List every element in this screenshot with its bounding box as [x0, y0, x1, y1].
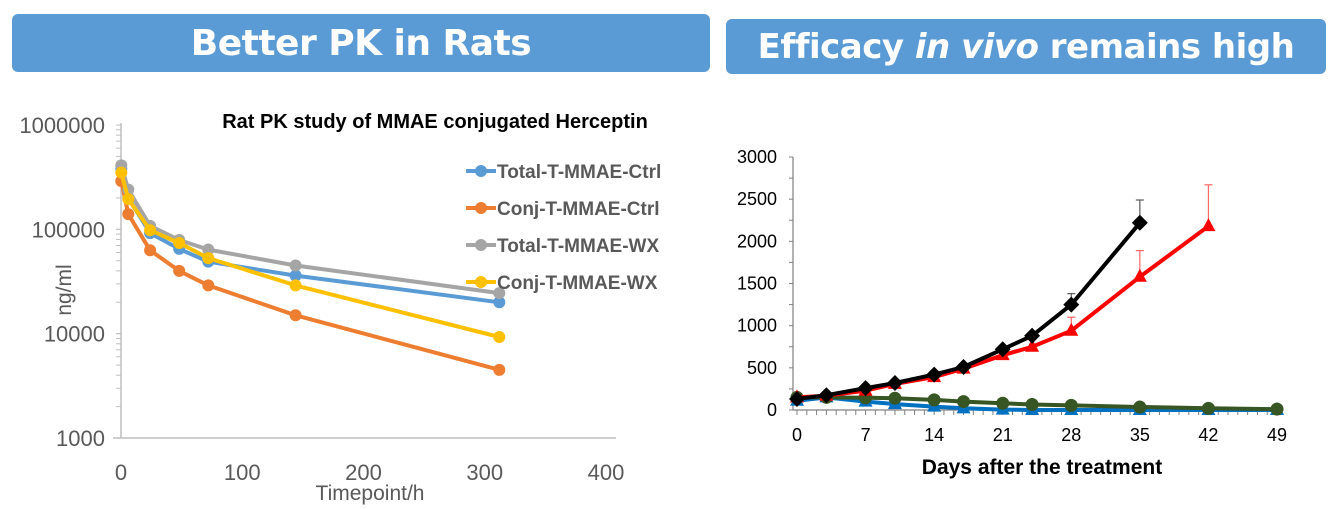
data-point-Total-T-MMAE-Ctrl — [289, 269, 302, 282]
y-tick-label: 2000 — [737, 231, 777, 251]
data-point-Conj-T-MMAE-WX — [122, 193, 135, 206]
data-point-black-diamond — [1063, 296, 1080, 313]
x-tick-label: 14 — [924, 425, 944, 445]
banner-right-italic: in vivo — [914, 26, 1039, 67]
data-point-green-circle — [957, 395, 971, 409]
data-point-Conj-T-MMAE-Ctrl — [122, 208, 135, 221]
data-point-black-diamond — [857, 380, 874, 397]
data-point-black-diamond — [886, 375, 903, 392]
data-point-black-diamond — [955, 358, 972, 375]
y-tick-label: 100000 — [32, 217, 105, 242]
legend-marker-Conj-T-MMAE-WX — [475, 276, 487, 288]
x-tick-label: 49 — [1267, 425, 1287, 445]
data-point-red-triangle — [1132, 268, 1147, 282]
legend-marker-Conj-T-MMAE-Ctrl — [475, 202, 487, 214]
legend-label: Conj-T-MMAE-Ctrl — [497, 199, 660, 220]
y-tick-label: 10000 — [44, 322, 105, 347]
data-point-green-circle — [996, 396, 1010, 410]
data-point-Conj-T-MMAE-Ctrl — [202, 279, 215, 292]
x-tick-label: 21 — [993, 425, 1013, 445]
series-line-red-triangle — [796, 224, 1210, 400]
data-point-black-diamond — [818, 387, 835, 404]
legend-marker-Total-T-MMAE-Ctrl — [475, 165, 487, 177]
banner-efficacy: Efficacy in vivo remains high — [726, 19, 1326, 74]
data-point-Conj-T-MMAE-WX — [115, 166, 128, 179]
data-point-green-circle — [927, 393, 941, 407]
data-point-green-circle — [1201, 401, 1215, 415]
y-tick-label: 0 — [767, 400, 777, 420]
y-tick-label: 1000 — [737, 316, 777, 336]
x-axis-label: Timepoint/h — [316, 482, 425, 505]
data-point-black-diamond — [994, 341, 1011, 358]
data-point-red-triangle — [1064, 322, 1079, 336]
x-tick-label: 35 — [1130, 425, 1150, 445]
data-point-Total-T-MMAE-WX — [493, 287, 506, 300]
series-line-black-diamond — [796, 221, 1142, 401]
data-point-Total-T-MMAE-WX — [202, 243, 215, 256]
y-tick-label: 1000000 — [19, 113, 105, 138]
y-axis-label: ng/ml — [53, 264, 76, 315]
legend-label: Total-T-MMAE-WX — [497, 236, 659, 257]
legend-label: Conj-T-MMAE-WX — [497, 273, 658, 294]
data-point-Conj-T-MMAE-WX — [493, 330, 506, 343]
data-point-Conj-T-MMAE-Ctrl — [173, 264, 186, 277]
pk-chart: 1000 10000 100000 1000000 0 100 200 300 400 Timep… — [19, 111, 661, 505]
data-point-Conj-T-MMAE-WX — [144, 224, 157, 237]
data-point-Total-T-MMAE-WX — [289, 259, 302, 272]
data-point-Conj-T-MMAE-Ctrl — [289, 309, 302, 322]
data-point-green-circle — [1064, 398, 1078, 412]
series-line-blue-triangle — [796, 395, 1277, 412]
y-tick-label: 1500 — [737, 274, 777, 294]
chart-title: Rat PK study of MMAE conjugated Hercepti… — [222, 111, 648, 133]
data-point-Conj-T-MMAE-WX — [173, 236, 186, 249]
data-point-Conj-T-MMAE-Ctrl — [493, 363, 506, 376]
data-point-Conj-T-MMAE-Ctrl — [144, 244, 157, 257]
x-tick-label: 100 — [224, 460, 261, 485]
data-point-black-diamond — [926, 366, 943, 383]
data-point-Conj-T-MMAE-WX — [202, 252, 215, 265]
data-point-black-diamond — [789, 391, 805, 408]
data-point-green-circle — [888, 391, 902, 405]
x-tick-label: 0 — [115, 460, 127, 485]
x-tick-label: 28 — [1061, 425, 1081, 445]
data-point-green-circle — [1133, 400, 1147, 414]
x-tick-label: 300 — [466, 460, 503, 485]
legend-label: Total-T-MMAE-Ctrl — [497, 162, 661, 183]
x-axis-label: Days after the treatment — [922, 456, 1162, 479]
data-point-black-diamond — [1131, 214, 1148, 231]
x-tick-label: 200 — [345, 460, 382, 485]
x-tick-label: 0 — [792, 425, 802, 445]
y-tick-label: 500 — [747, 358, 777, 378]
banner-left-text: Better PK in Rats — [190, 22, 532, 64]
data-point-red-triangle — [1025, 338, 1040, 352]
data-point-green-circle — [1025, 398, 1039, 412]
data-point-red-triangle — [1201, 218, 1216, 232]
legend-marker-Total-T-MMAE-WX — [475, 239, 487, 251]
x-tick-label: 7 — [861, 425, 871, 445]
y-tick-label: 2500 — [737, 189, 777, 209]
series-line-green-circle — [797, 395, 1278, 412]
y-tick-label: 1000 — [56, 426, 105, 451]
data-point-Total-T-MMAE-Ctrl — [493, 296, 506, 309]
banner-right-suffix: remains high — [1038, 26, 1295, 67]
data-point-Conj-T-MMAE-WX — [289, 279, 302, 292]
banner-better-pk: Better PK in Rats — [12, 14, 710, 72]
x-tick-label: 42 — [1198, 425, 1218, 445]
x-tick-label: 400 — [588, 460, 625, 485]
y-tick-label: 3000 — [737, 147, 777, 167]
data-point-green-circle — [1270, 402, 1284, 416]
data-point-black-diamond — [1024, 327, 1041, 344]
banner-right-prefix: Efficacy — [757, 26, 915, 67]
